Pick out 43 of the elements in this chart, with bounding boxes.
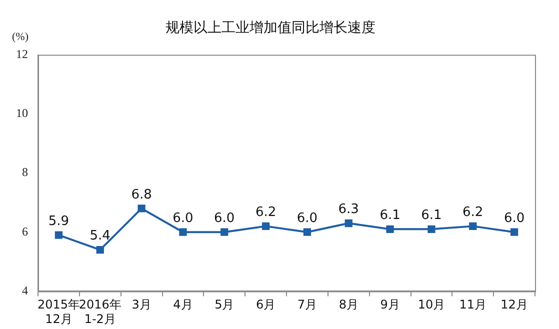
x-tick-label: 5月 [214,298,234,312]
x-tick-label: 7月 [297,298,318,312]
point [510,228,518,236]
point [54,231,63,239]
y-tick-label: 4 [22,283,28,298]
x-tick-label: 11月 [459,298,487,312]
y-tick-label: 10 [16,106,28,120]
data-label: 6.2 [462,205,484,220]
data-label: 5.9 [48,214,70,229]
point [303,228,312,236]
point [262,222,270,230]
x-tick-label: 2016年 1-2月 [78,298,122,326]
data-label: 6.0 [172,210,194,226]
data-label: 5.4 [90,228,110,244]
x-tick-label: 9月 [380,298,400,312]
point [428,225,436,233]
x-tick-label: 3月 [132,298,152,312]
y-tick-label: 12 [16,46,28,61]
data-label: 6.1 [421,208,442,224]
point [386,225,394,233]
y-axis-title: (%) [12,30,29,43]
point [138,204,146,212]
y-tick-label: 8 [22,165,28,180]
x-tick-label: 4月 [173,298,193,312]
data-label: 6.2 [255,205,276,220]
x-tick-label: 8月 [338,298,358,312]
x-tick-label: 10月 [418,298,446,312]
chart-title: 规模以上工业增加值同比增长速度 [166,20,376,36]
point [469,222,477,230]
point [179,228,187,236]
data-label: 6.8 [131,187,152,202]
x-tick-label: 2015年 12月 [37,298,80,326]
x-tick-label: 6月 [256,298,276,312]
y-tick-label: 6 [22,224,28,238]
data-label: 6.1 [380,208,400,224]
data-label: 6.3 [338,202,359,218]
point [96,246,104,254]
point [220,228,228,236]
x-tick-label: 12月 [500,298,528,312]
data-label: 6.0 [296,210,318,226]
point [344,219,352,228]
data-label: 6.0 [214,210,235,226]
data-label: 6.0 [504,210,525,226]
